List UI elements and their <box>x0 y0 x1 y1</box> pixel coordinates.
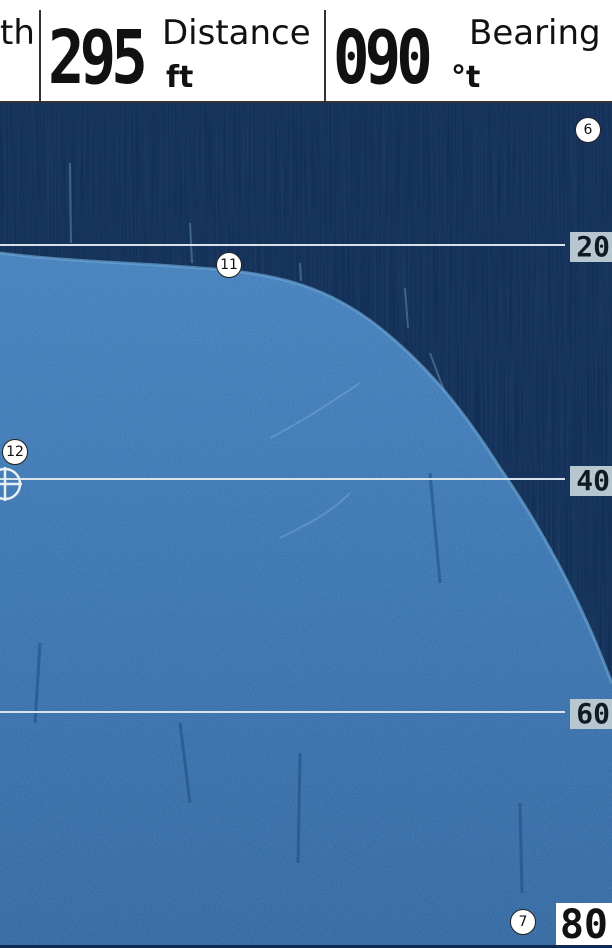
depth-readout-partial: th <box>0 8 40 101</box>
callout-12: 12 <box>2 439 28 465</box>
sonar-image <box>0 103 612 945</box>
bearing-readout: 090 Bearing °t <box>327 8 612 101</box>
callout-7: 7 <box>510 909 536 935</box>
depth-label-60: 60 <box>570 699 612 729</box>
header-divider-2 <box>324 10 326 101</box>
bearing-unit: °t <box>451 60 481 95</box>
depth-label-20: 20 <box>570 232 612 262</box>
cursor-target <box>0 467 22 501</box>
distance-unit: ft <box>166 60 194 95</box>
distance-readout: 295 Distance ft <box>42 8 324 101</box>
depth-label: th <box>0 13 35 53</box>
water-column-returns <box>69 162 446 394</box>
header-divider-1 <box>39 10 41 101</box>
bearing-label: Bearing <box>469 13 601 53</box>
depth-label-40: 40 <box>570 466 612 496</box>
data-overlay-bar: th 295 Distance ft 090 Bearing °t <box>0 0 612 103</box>
down-imaging-sonar-view[interactable]: 20 40 60 80 6 11 12 7 <box>0 103 612 945</box>
callout-6: 6 <box>575 117 601 143</box>
distance-label: Distance <box>162 13 311 53</box>
callout-11: 11 <box>216 252 242 278</box>
bottom-depth-range: 80 <box>555 903 612 945</box>
bottom-texture <box>33 472 524 894</box>
distance-value: 295 <box>48 15 148 101</box>
bearing-value: 090 <box>333 15 433 101</box>
bottom-edge <box>0 251 612 684</box>
